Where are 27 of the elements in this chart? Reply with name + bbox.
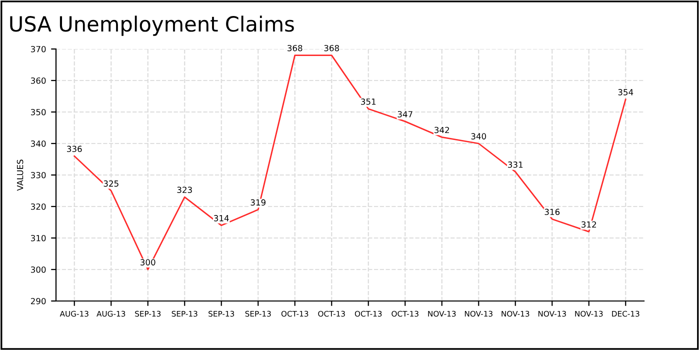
chart-title: USA Unemployment Claims <box>10 16 294 36</box>
data-label: 325 <box>104 180 118 187</box>
y-tick-label: 320 <box>31 203 46 210</box>
y-axis-title: VALUES <box>16 160 24 191</box>
y-tick-label: 300 <box>31 266 46 273</box>
y-tick-label: 350 <box>31 108 46 116</box>
data-label: 312 <box>582 221 596 228</box>
data-label: 354 <box>618 89 634 96</box>
y-tick-label: 330 <box>31 172 46 178</box>
y-tick-label: 340 <box>31 140 46 147</box>
data-label: 319 <box>250 199 266 206</box>
data-label: 336 <box>67 146 82 152</box>
y-tick-label: 360 <box>31 77 46 84</box>
data-label: 351 <box>361 98 376 105</box>
data-label: 323 <box>177 186 192 193</box>
data-label: 340 <box>471 133 486 140</box>
data-label: 347 <box>398 111 412 118</box>
data-label: 300 <box>140 259 156 266</box>
y-tick-label: 310 <box>31 234 46 242</box>
y-tick-label: 290 <box>30 298 46 304</box>
y-tick-label: 370 <box>31 46 46 52</box>
data-label: 368 <box>324 44 340 52</box>
data-label: 331 <box>508 162 523 168</box>
data-label: 316 <box>544 208 560 216</box>
data-label: 368 <box>288 44 302 52</box>
data-label: 314 <box>214 215 229 222</box>
data-label: 342 <box>434 126 449 134</box>
